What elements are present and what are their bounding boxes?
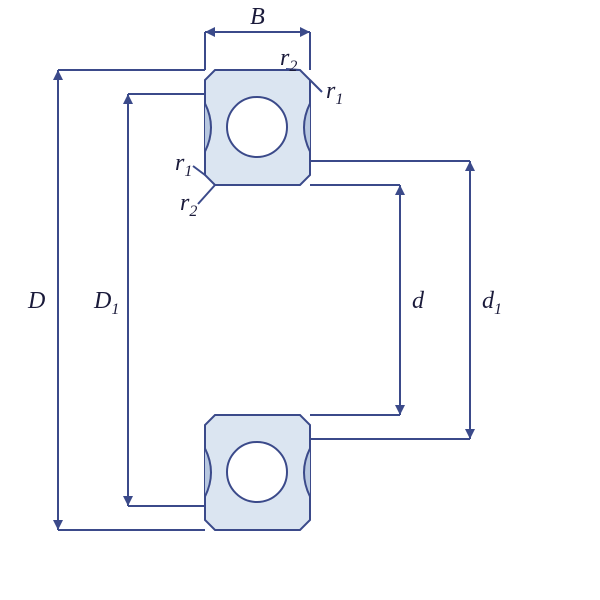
svg-text:D: D [27, 288, 45, 314]
svg-text:d: d [412, 288, 425, 314]
svg-text:r1: r1 [326, 78, 343, 108]
svg-text:r2: r2 [180, 190, 197, 220]
bearing-diagram: B D D1 d d1 r1 r2 r1 r2 [0, 0, 600, 600]
svg-text:B: B [250, 4, 265, 30]
svg-text:D1: D1 [93, 288, 119, 318]
svg-text:d1: d1 [482, 288, 502, 318]
svg-text:r1: r1 [175, 150, 192, 180]
svg-text:r2: r2 [280, 45, 297, 75]
